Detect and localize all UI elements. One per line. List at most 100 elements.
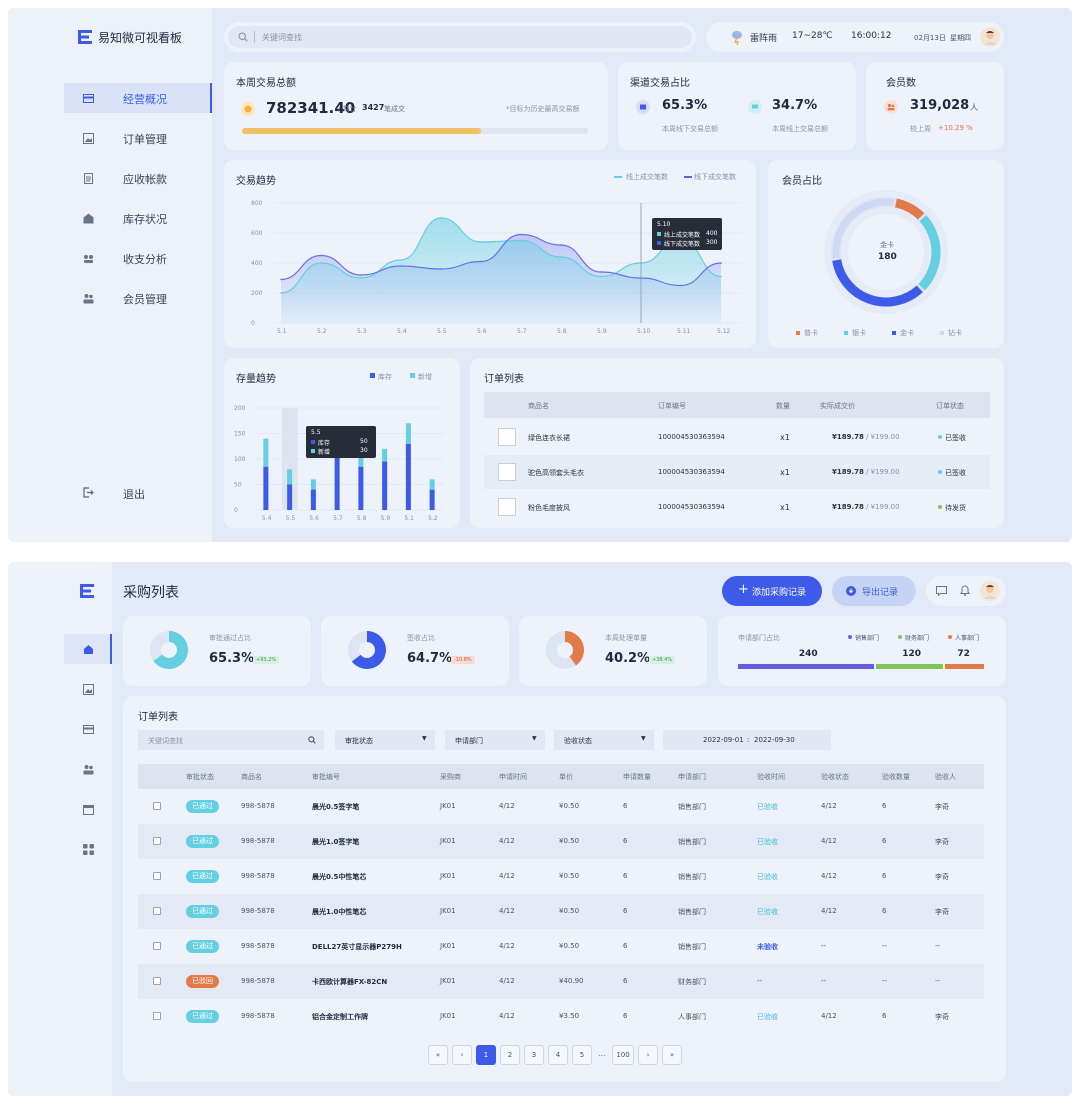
status-dot [938,505,942,509]
search-bar[interactable]: 关键词查找 [224,22,696,52]
row-checkbox[interactable] [153,1012,161,1020]
legend-swatch [844,331,848,335]
page-button-5[interactable]: 5 [572,1045,592,1065]
cell-recv: 已验收 [757,838,778,846]
approval-select[interactable]: 审批状态 ▼ [335,730,435,750]
table-row[interactable]: 已通过 998-5878 晨光0.5中性笔芯 JK01 4/12 ¥0.50 6 销售部门 已验… [138,859,984,894]
cell-name: 晨光1.0签字笔 [312,838,360,846]
date-range-picker[interactable]: 2022-09-01 : 2022-09-30 [663,730,831,750]
stock-tooltip: 5.5 库存 50 新增 30 [306,426,376,458]
avatar[interactable] [980,27,1000,47]
cell-price: ¥0.50 [559,872,580,880]
row-checkbox[interactable] [153,907,161,915]
online-point [600,275,602,278]
row-checkbox[interactable] [153,942,161,950]
calendar-icon[interactable] [83,804,94,815]
stat-value: 65.3% [209,651,255,666]
table-row[interactable]: 已通过 998-5878 DELL27英寸显示器P279H JK01 4/12 ¥0.50… [138,929,984,964]
y-tick-label: 600 [251,230,263,237]
tooltip-label: 新增 [318,449,331,456]
bell-icon[interactable] [960,585,970,596]
offline-line [280,233,722,287]
card-icon[interactable] [83,724,94,735]
offline-point [440,268,442,270]
y-tick-label: 200 [234,405,246,412]
sidebar-item-5[interactable]: 会员管理 [64,283,212,313]
page-button-1[interactable]: 1 [476,1045,496,1065]
logout-button[interactable]: 退出 [123,488,145,501]
dept-select[interactable]: 申请部门 ▼ [445,730,545,750]
cell-recv: 已验收 [757,908,778,916]
export-button[interactable]: 导出记录 [832,576,916,606]
sidebar-item-2[interactable]: 应收帐款 [64,163,212,193]
order-row[interactable]: 粉色毛度披风 100004530363594 x1 ¥189.78/ ¥199.00 待… [484,490,990,524]
image-icon[interactable] [83,684,94,695]
message-icon[interactable] [936,586,947,596]
sidebar-item-3[interactable]: 库存状况 [64,203,212,233]
offline-point [320,254,322,257]
cell-date: 4/12 [499,942,515,950]
cell-rqty: 6 [882,802,887,810]
keyword-search[interactable]: 关键词查找 [138,730,324,750]
header-cell: 申请时间 [499,773,527,781]
header-cell: 订单编号 [658,402,686,410]
order-status: 待发货 [945,504,966,512]
plus-icon: + [738,582,749,597]
stock-bar [263,466,269,510]
cell-code: 998-5878 [241,802,275,810]
order-price: ¥189.78 [832,433,864,441]
page-button-100[interactable]: 100 [612,1045,634,1065]
last-page-button[interactable]: » [662,1045,682,1065]
date-from: 2022-09-01 [703,736,744,744]
purchase-list-page: 采购列表 + 添加采购记录 导出记录 审批通过占比 65.3% +93.2% 签收占比… [8,562,1072,1096]
tooltip-label: 线下成交笔数 [664,241,701,248]
header-cell: 验收状态 [821,773,849,781]
e-logo-icon [80,584,94,598]
users-icon[interactable] [83,764,94,775]
search-icon[interactable] [308,736,316,744]
next-page-button[interactable]: › [638,1045,658,1065]
sidebar-item-4[interactable]: 收支分析 [64,243,212,273]
x-tick-label: 5.10 [637,328,651,335]
row-checkbox[interactable] [153,977,161,985]
add-record-button[interactable]: + 添加采购记录 [722,576,822,606]
row-checkbox[interactable] [153,872,161,880]
legend-swatch [796,331,800,335]
header-cell: 商品名 [241,773,262,781]
sidebar-item-1[interactable]: 订单管理 [64,123,212,153]
page-button-3[interactable]: 3 [524,1045,544,1065]
keyword-input[interactable]: 关键词查找 [148,737,183,745]
prev-page-button[interactable]: ‹ [452,1045,472,1065]
search-icon [238,32,248,42]
stat-card: 审批通过占比 65.3% +93.2% [123,616,311,686]
stat-label: 审批通过占比 [209,634,251,642]
row-checkbox[interactable] [153,802,161,810]
avatar[interactable] [980,581,1000,601]
page-button-2[interactable]: 2 [500,1045,520,1065]
apps-icon[interactable] [83,844,94,855]
ring-center-value: 180 [878,252,897,262]
sidebar-item-0[interactable]: 经营概况 [64,83,212,113]
home-icon[interactable] [83,644,94,655]
cell-price: ¥0.50 [559,837,580,845]
first-page-button[interactable]: « [428,1045,448,1065]
table-row[interactable]: 已通过 998-5878 晨光1.0签字笔 JK01 4/12 ¥0.50 6 销售部门 已验收… [138,824,984,859]
order-status: 已签收 [945,434,966,442]
stat-value: 40.2% [605,651,651,666]
cell-date: 4/12 [499,802,515,810]
table-row[interactable]: 已驳回 998-5878 卡西欧计算器FX-82CN JK01 4/12 ¥40.90 6 财… [138,964,984,999]
cell-buyer: JK01 [440,802,456,810]
order-row[interactable]: 绿色连衣长裙 100004530363594 x1 ¥189.78/ ¥199.00 已… [484,420,990,454]
cell-dept: 人事部门 [678,1013,706,1021]
weekly-progress-fill [242,128,481,134]
table-row[interactable]: 已通过 998-5878 晨光1.0中性笔芯 JK01 4/12 ¥0.50 6 销售部门 已验… [138,894,984,929]
cell-dept: 销售部门 [678,943,706,951]
row-checkbox[interactable] [153,837,161,845]
order-row[interactable]: 驼色高领套头毛衣 100004530363594 x1 ¥189.78/ ¥199.0… [484,455,990,489]
table-row[interactable]: 已通过 998-5878 晨光0.5签字笔 JK01 4/12 ¥0.50 6 销售部门 已验收… [138,789,984,824]
receipt-select[interactable]: 验收状态 ▼ [554,730,654,750]
product-thumbnail [498,498,516,516]
table-row[interactable]: 已通过 998-5878 铝合金定制工作牌 JK01 4/12 ¥3.50 6 人事部门 已验收… [138,999,984,1034]
page-button-4[interactable]: 4 [548,1045,568,1065]
search-input[interactable]: 关键词查找 [262,33,302,42]
